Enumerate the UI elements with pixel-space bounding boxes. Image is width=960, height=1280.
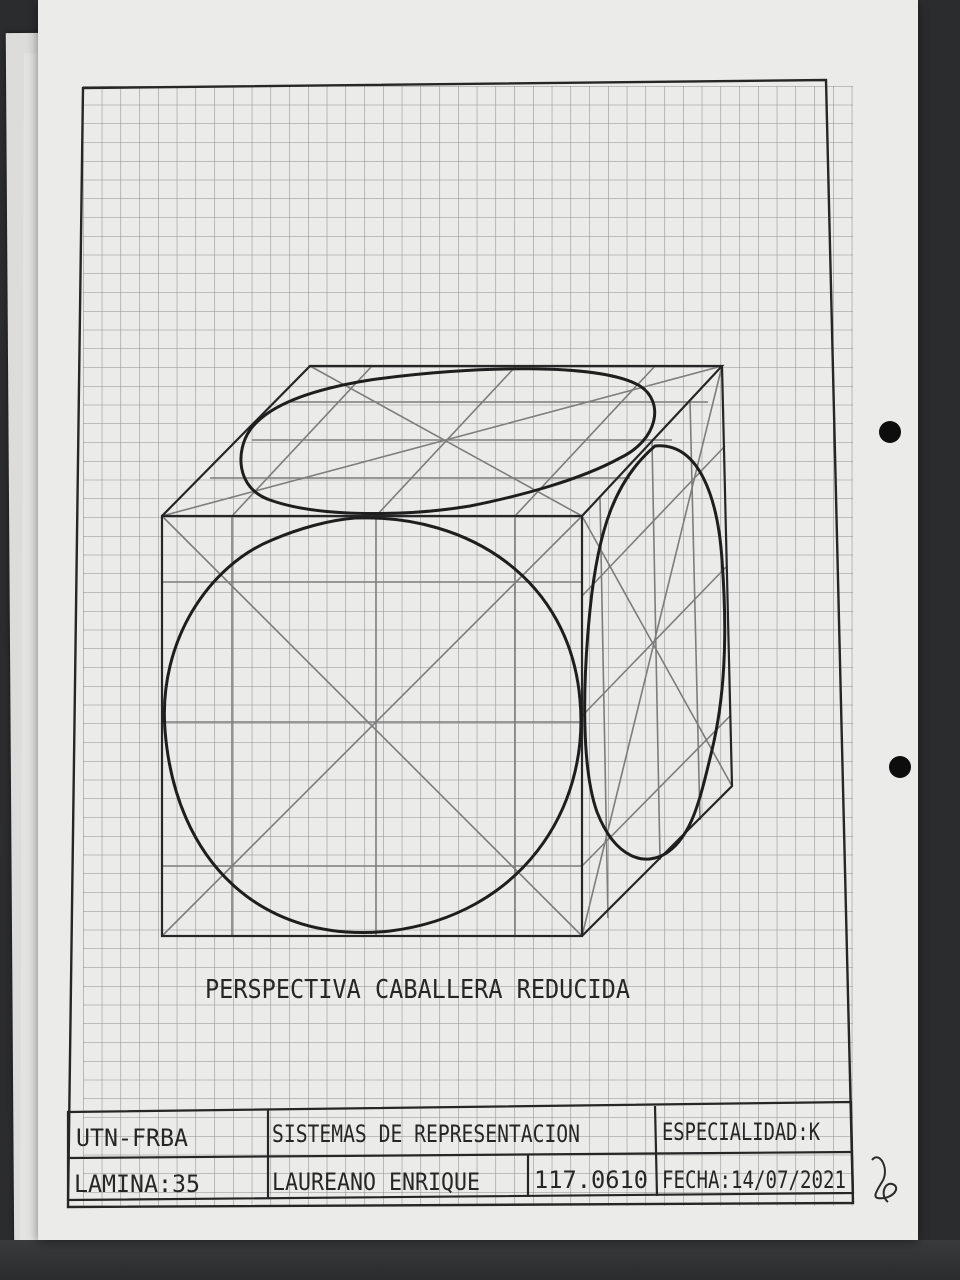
drawing-title: PERSPECTIVA CABALLERA REDUCIDA	[205, 975, 630, 1005]
top-ellipse	[239, 367, 657, 516]
front-circle	[162, 516, 583, 934]
cube-right-edges	[581, 365, 734, 937]
title-block-middle-line	[67, 1150, 853, 1160]
student-name-label: LAUREANO ENRIQUE	[272, 1168, 480, 1196]
title-block	[66, 1100, 855, 1202]
student-id-label: 117.0610	[534, 1166, 648, 1194]
binder-hole-top	[879, 421, 901, 443]
sheet-number-label: LAMINA:35	[74, 1170, 200, 1198]
cube-top-edges	[161, 364, 725, 517]
date-label: FECHA:14/07/2021	[662, 1166, 846, 1194]
cube-construction-lines	[161, 365, 733, 937]
binder-hole-bottom	[889, 756, 911, 778]
institution-label: UTN-FRBA	[76, 1124, 189, 1152]
sheet-frame	[66, 78, 855, 1209]
table-surface	[0, 1240, 960, 1280]
signature-mark	[871, 1156, 898, 1203]
subject-label: SISTEMAS DE REPRESENTACION	[272, 1120, 580, 1148]
title-block-frame	[66, 1100, 855, 1202]
specialty-label: ESPECIALIDAD:K	[662, 1118, 820, 1146]
inscribed-circles	[162, 367, 727, 934]
side-ellipse	[583, 444, 727, 861]
grid-area	[83, 86, 853, 1206]
